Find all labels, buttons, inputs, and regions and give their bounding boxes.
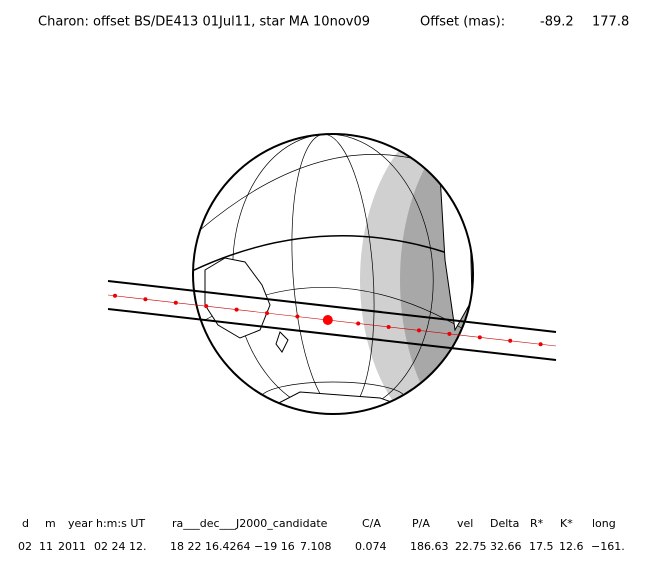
- table-cell: 11: [39, 540, 53, 553]
- time-marker: [417, 328, 421, 333]
- column-header: ra___dec___J2000_candidate: [172, 517, 328, 530]
- table-cell: 186.63: [410, 540, 449, 553]
- time-marker: [204, 304, 209, 309]
- table-cell: 0.074: [355, 540, 387, 553]
- column-header: h:m:s UT: [96, 517, 145, 530]
- column-header: P/A: [412, 517, 430, 530]
- table-cell: 7.108: [300, 540, 332, 553]
- table-cell: −161.: [591, 540, 625, 553]
- occultation-path: [107, 280, 557, 361]
- column-header: K*: [560, 517, 573, 530]
- column-header: long: [592, 517, 616, 530]
- time-marker: [477, 335, 482, 340]
- time-marker: [508, 338, 513, 343]
- column-header: vel: [457, 517, 473, 530]
- body-position: [322, 315, 333, 326]
- column-header: year: [68, 517, 93, 530]
- time-marker: [143, 297, 148, 302]
- column-header: C/A: [362, 517, 381, 530]
- column-header: R*: [530, 517, 544, 530]
- time-marker: [234, 307, 239, 312]
- offset-label: Offset (mas):: [420, 15, 505, 30]
- table-cell: 22.75: [455, 540, 487, 553]
- globe: [192, 133, 474, 415]
- time-marker: [295, 314, 300, 319]
- time-marker: [386, 324, 391, 329]
- table-cell: 02: [18, 540, 32, 553]
- title: Charon: offset BS/DE413 01Jul11, star MA…: [38, 15, 370, 30]
- time-marker: [113, 293, 117, 298]
- table-cell: 32.66: [490, 540, 522, 553]
- time-marker: [265, 311, 269, 316]
- offset-value: 177.8: [592, 15, 629, 30]
- column-header: d: [22, 517, 29, 530]
- offset-value: -89.2: [540, 15, 574, 30]
- time-marker: [538, 342, 543, 347]
- column-header: Delta: [490, 517, 519, 530]
- table-cell: 2011: [58, 540, 86, 553]
- time-marker: [447, 331, 452, 336]
- path-edge: [107, 280, 557, 333]
- table-cell: −19 16: [254, 540, 295, 553]
- table-cell: 02 24 12.: [94, 540, 146, 553]
- table-cell: 17.5: [529, 540, 554, 553]
- path-edge: [107, 308, 557, 361]
- time-marker: [173, 300, 178, 305]
- table-cell: 12.6: [559, 540, 584, 553]
- column-header: m: [45, 517, 56, 530]
- table-cell: 18 22 16.4264: [170, 540, 250, 553]
- time-marker: [356, 321, 361, 326]
